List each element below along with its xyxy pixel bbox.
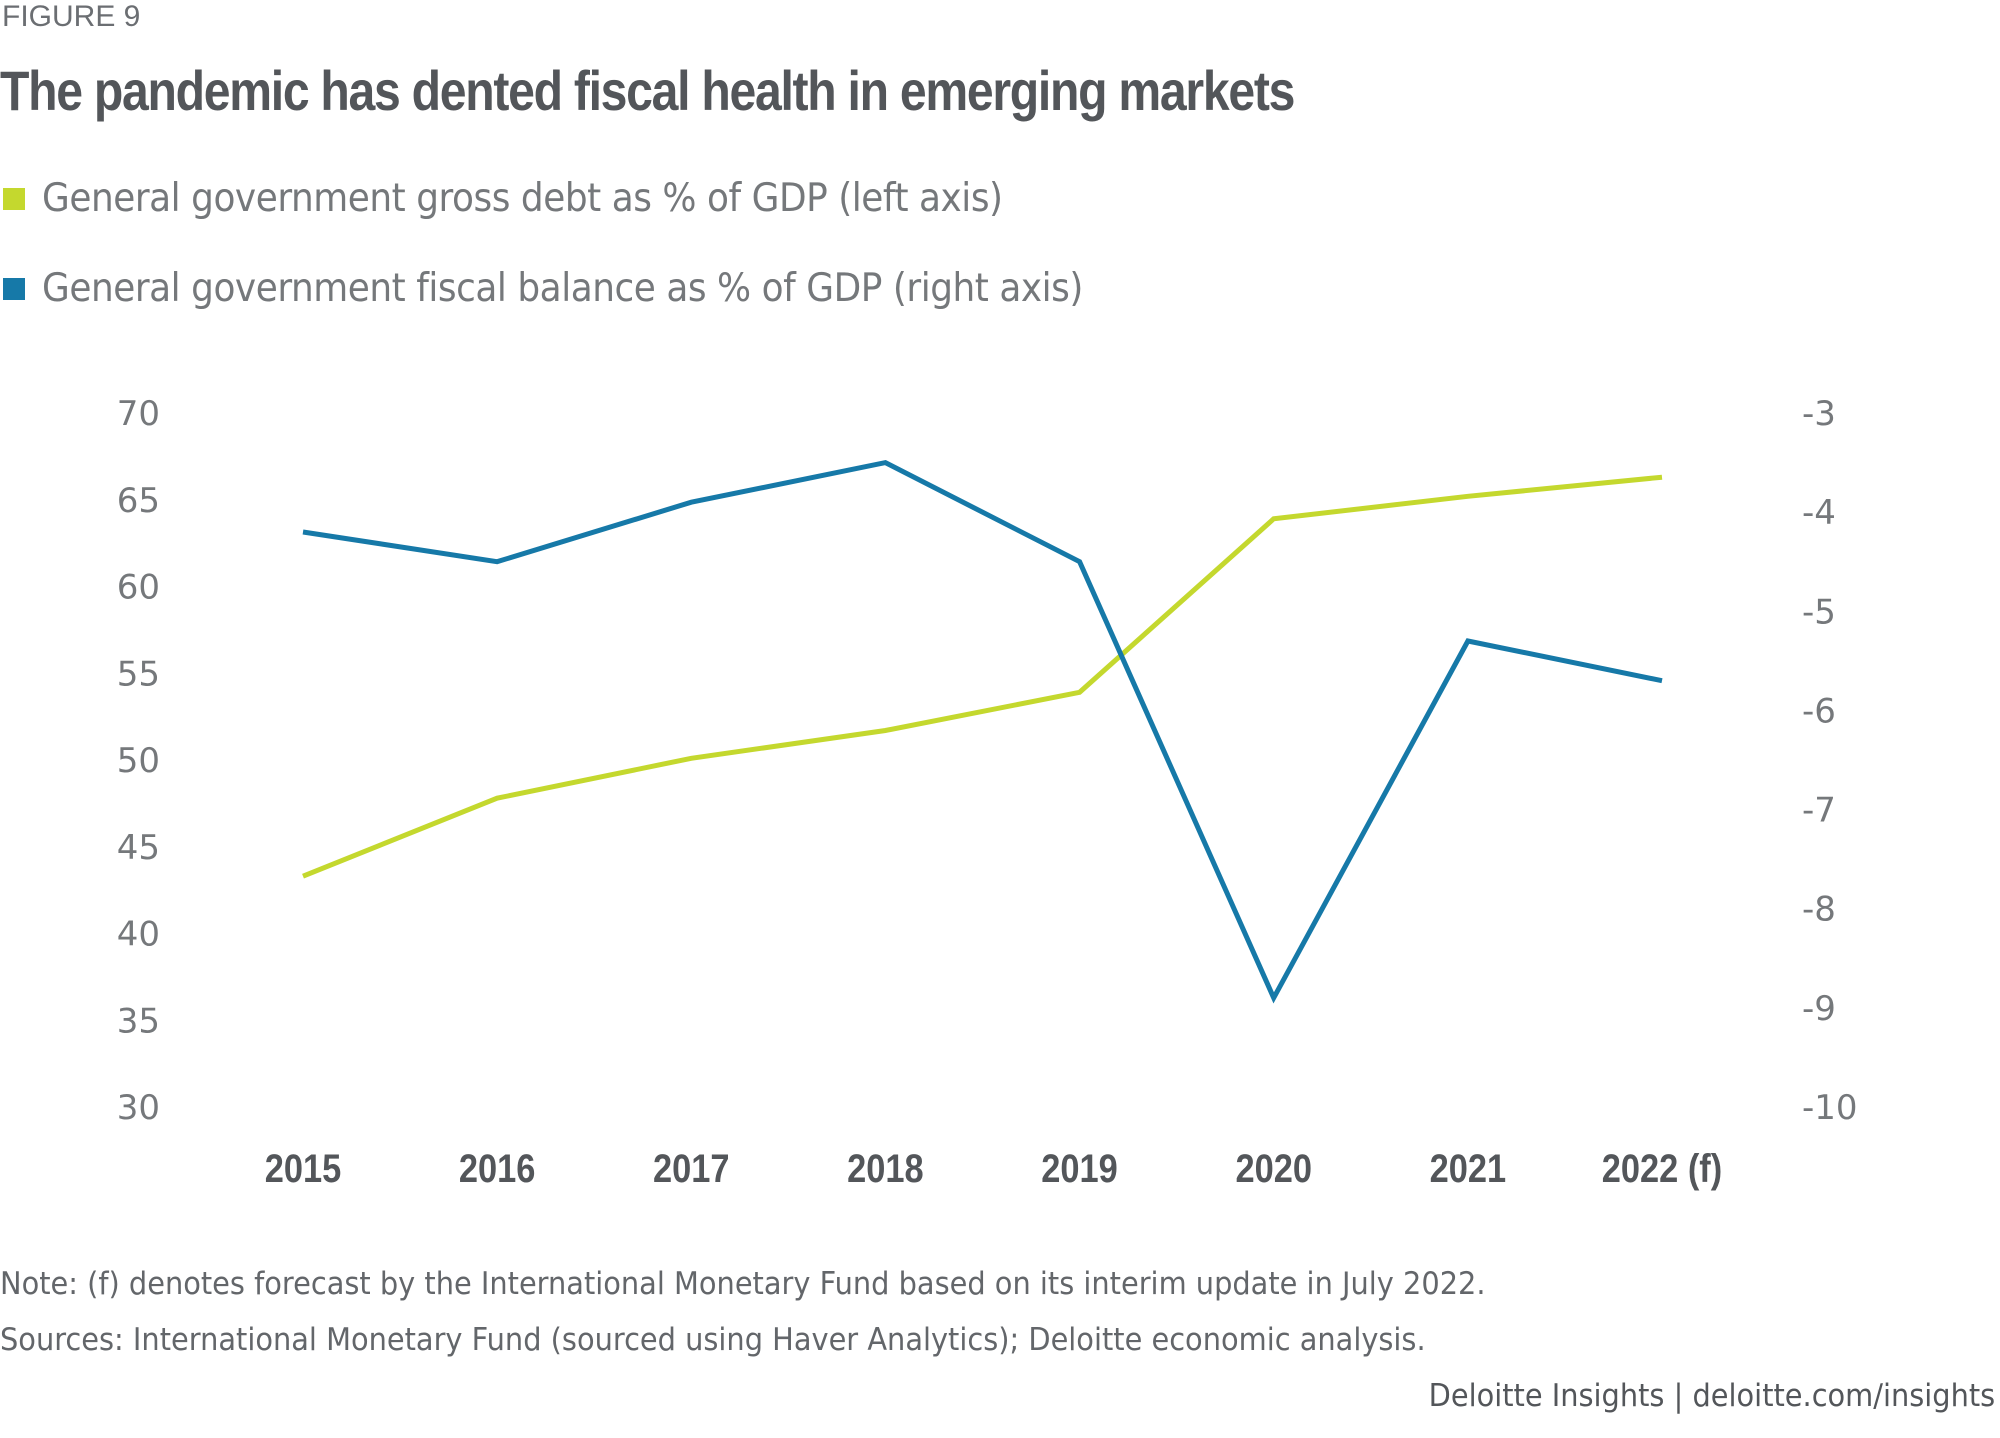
legend-item-debt: General government gross debt as % of GD… [3, 176, 1086, 221]
left-axis-tick-label: 55 [117, 654, 160, 694]
right-axis-tick-label: -9 [1802, 989, 1836, 1029]
legend-swatch-debt [3, 187, 25, 210]
chart-note: Note: (f) denotes forecast by the Intern… [0, 1266, 1486, 1302]
chart-title: The pandemic has dented fiscal health in… [0, 59, 1295, 122]
right-axis-tick-label: -4 [1802, 493, 1836, 533]
series-lines [302, 459, 1663, 1004]
x-axis-tick-label: 2015 [265, 1146, 342, 1191]
series-line-balance [302, 459, 1663, 1004]
series-line-debt [302, 474, 1663, 879]
figure-label: FIGURE 9 [2, 0, 141, 33]
legend-swatch-balance [3, 277, 25, 300]
right-axis-tick-label: -6 [1802, 691, 1836, 731]
footer-credit: Deloitte Insights | deloitte.com/insight… [1428, 1378, 1995, 1414]
left-axis-tick-label: 65 [117, 481, 160, 521]
right-axis-tick-label: -3 [1802, 394, 1836, 434]
x-axis: 2015 2016 2017 2018 2019 2020 2021 2022 (f) [265, 1146, 1722, 1191]
right-axis-tick-label: -8 [1802, 890, 1836, 930]
right-axis: -3 -4 -5 -6 -7 -8 -9 -10 [1802, 394, 1858, 1128]
legend-label-debt: General government gross debt as % of GD… [42, 176, 1003, 221]
x-axis-tick-label: 2020 [1235, 1146, 1312, 1191]
left-axis-tick-label: 60 [117, 568, 160, 608]
left-axis-tick-label: 30 [117, 1088, 160, 1128]
left-axis-tick-label: 50 [117, 741, 160, 781]
right-axis-tick-label: -5 [1802, 592, 1836, 632]
left-axis-tick-label: 45 [117, 828, 160, 868]
legend-item-balance: General government fiscal balance as % o… [3, 266, 1173, 311]
right-axis-tick-label: -10 [1802, 1088, 1858, 1128]
left-axis: 70 65 60 55 50 45 40 35 30 [117, 394, 160, 1128]
x-axis-tick-label: 2018 [847, 1146, 924, 1191]
right-axis-tick-label: -7 [1802, 791, 1836, 831]
x-axis-tick-label: 2019 [1041, 1146, 1118, 1191]
left-axis-tick-label: 70 [117, 394, 160, 434]
x-axis-tick-label: 2022 (f) [1602, 1146, 1722, 1191]
x-axis-tick-label: 2017 [653, 1146, 730, 1191]
x-axis-tick-label: 2016 [459, 1146, 536, 1191]
x-axis-tick-label: 2021 [1430, 1146, 1507, 1191]
legend-label-balance: General government fiscal balance as % o… [42, 266, 1083, 311]
chart-sources: Sources: International Monetary Fund (so… [0, 1322, 1426, 1358]
left-axis-tick-label: 35 [117, 1001, 160, 1041]
left-axis-tick-label: 40 [117, 915, 160, 955]
